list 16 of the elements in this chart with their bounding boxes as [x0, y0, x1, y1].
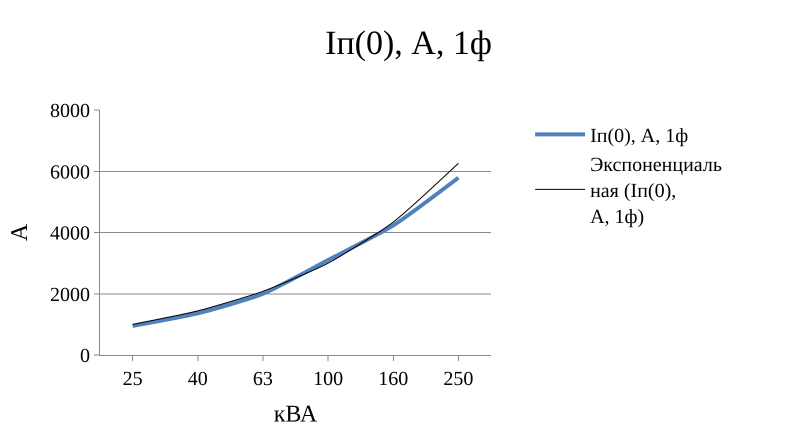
x-tick-label: 63	[252, 368, 273, 390]
legend-label: Iп(0), А, 1ф	[590, 125, 688, 148]
y-tick-label: 2000	[50, 284, 90, 306]
legend-label: Экспоненциальная (Iп(0), А, 1ф)	[590, 154, 722, 228]
y-tick-label: 4000	[50, 222, 90, 244]
y-tick-label: 8000	[50, 100, 90, 122]
chart-title: Iп(0), А, 1ф	[325, 25, 492, 62]
y-axis-title: А	[7, 223, 34, 242]
x-tick-label: 40	[188, 368, 208, 390]
x-axis-title: кВА	[274, 401, 318, 428]
y-tick-label: 6000	[50, 161, 90, 184]
x-tick-label: 25	[122, 368, 143, 390]
x-tick-label: 160	[378, 368, 408, 390]
x-tick-label: 250	[443, 368, 474, 390]
x-tick-label: 100	[313, 368, 344, 390]
y-tick-label: 0	[80, 345, 90, 367]
